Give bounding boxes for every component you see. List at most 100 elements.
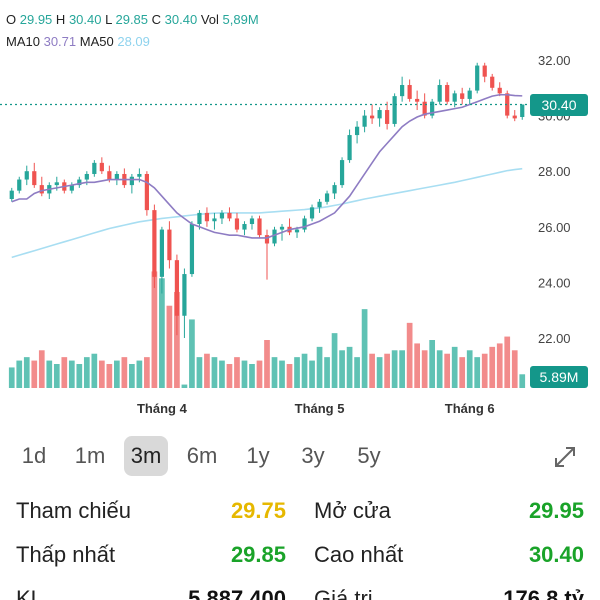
candle (174, 254, 180, 336)
volume-bar (376, 357, 383, 388)
last-volume-tag: 5.89M (530, 366, 588, 388)
candle (332, 182, 337, 199)
low-label: L (105, 12, 112, 27)
candle-body (144, 173, 149, 211)
volume-bar (31, 360, 38, 388)
volume-value: 5,89M (222, 12, 259, 27)
candle (497, 82, 502, 97)
volume-bar (369, 353, 375, 388)
y-tick-label: 26.00 (538, 220, 571, 235)
volume-bar (196, 357, 203, 388)
volume-bar (256, 360, 263, 388)
candle-body (242, 224, 247, 230)
volume-bar (241, 360, 248, 388)
candle-body (167, 229, 172, 261)
ma10-value: 30.71 (43, 34, 77, 49)
candle (39, 176, 44, 197)
candle (227, 207, 232, 222)
candle (32, 162, 37, 188)
volume-bar (346, 346, 353, 388)
candle-body (339, 160, 345, 186)
candle (204, 207, 210, 227)
candle (392, 93, 397, 127)
candle-body (32, 171, 37, 186)
volume-bar (98, 360, 105, 388)
volume-bar (406, 322, 413, 388)
candle (77, 176, 82, 188)
candle-body (332, 185, 337, 194)
candle-body (54, 182, 59, 186)
candle (324, 190, 330, 205)
volume-bar (46, 360, 53, 388)
volume-bar (8, 367, 15, 388)
candle-body (272, 229, 277, 244)
candle (129, 173, 134, 194)
volume-bar (474, 357, 481, 388)
low-price-label: Thấp nhất (16, 542, 116, 567)
candle-body (219, 212, 225, 219)
candle-body (249, 218, 255, 225)
candle-body (84, 173, 89, 180)
volume-bar (309, 360, 315, 388)
volume-bar (451, 346, 458, 388)
candle-body (324, 193, 330, 202)
candle (69, 182, 74, 194)
time-range-selector: 1d 1m 3m 6m 1y 3y 5y (0, 436, 600, 480)
x-tick-label: Tháng 6 (445, 401, 495, 416)
ma10-label: MA10 (6, 34, 40, 49)
candle-body (152, 210, 157, 277)
candle-body (302, 218, 307, 230)
candle (377, 107, 382, 127)
candle-body (377, 110, 382, 119)
candle-body (369, 115, 375, 119)
candle-body (99, 162, 104, 172)
open-price-value: 29.95 (528, 498, 584, 523)
range-5y[interactable]: 5y (357, 443, 381, 468)
expand-icon[interactable] (552, 444, 578, 470)
candle (302, 215, 307, 233)
volume-bar (264, 340, 270, 388)
stat-row-1: Tham chiếu 29.75 Mở cửa 29.95 (0, 486, 600, 530)
candle-body (437, 85, 442, 102)
candle-body (114, 173, 119, 180)
candle (475, 62, 480, 94)
candle (362, 110, 367, 133)
stats-panel: Tham chiếu 29.75 Mở cửa 29.95 Thấp nhất … (0, 486, 600, 600)
volume-bar (91, 353, 98, 388)
candle (347, 129, 352, 163)
volume-bar (166, 305, 173, 388)
ma50-label: MA50 (79, 34, 114, 49)
volume-bar (279, 360, 285, 388)
candle-body (460, 93, 465, 99)
candle-body (520, 104, 525, 117)
candle-body (182, 274, 187, 316)
candle (24, 165, 29, 186)
reference-value: 29.75 (230, 498, 286, 523)
range-3m[interactable]: 3m (124, 436, 168, 476)
volume-bar (384, 353, 390, 388)
ma-legend: MA10 30.71 MA50 28.09 (6, 34, 150, 50)
close-label: C (151, 12, 162, 27)
volume-bar (174, 292, 180, 388)
range-1d[interactable]: 1d (21, 443, 47, 468)
volume-bar (38, 350, 45, 388)
volume-bar (324, 357, 330, 388)
volume-bar (234, 357, 240, 388)
candle (354, 121, 360, 144)
candle-body (407, 85, 412, 99)
high-value: 30.40 (68, 12, 102, 27)
high-label: H (55, 12, 66, 27)
candle-body (107, 171, 112, 180)
candle (430, 98, 435, 119)
candle-body (9, 190, 14, 199)
range-6m[interactable]: 6m (186, 443, 218, 468)
range-1y[interactable]: 1y (246, 443, 270, 468)
range-1m[interactable]: 1m (74, 443, 106, 468)
volume-bar (496, 343, 503, 388)
volume-bar (316, 346, 323, 388)
candle-body (264, 235, 270, 244)
candle-body (294, 229, 300, 233)
range-3y[interactable]: 3y (301, 443, 325, 468)
candle-body (490, 76, 495, 88)
